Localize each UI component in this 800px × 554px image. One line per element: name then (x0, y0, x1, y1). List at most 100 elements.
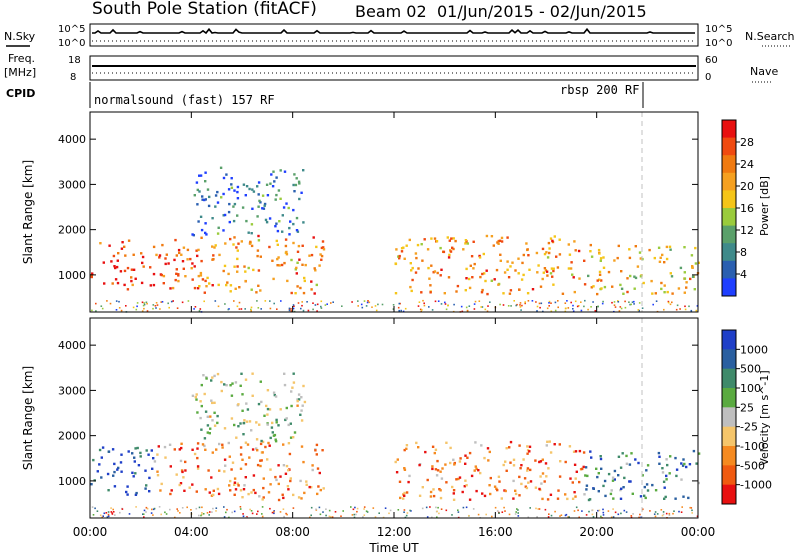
data-cell (200, 514, 202, 517)
data-cell (230, 468, 233, 471)
data-cell (237, 242, 240, 245)
data-cell (242, 183, 246, 186)
data-cell (558, 253, 562, 256)
data-cell (300, 497, 303, 500)
data-cell (584, 466, 588, 469)
data-cell (134, 447, 137, 450)
data-cell (536, 310, 538, 312)
data-cell (205, 377, 208, 380)
data-cell (535, 251, 539, 255)
colorbar-tick-label: -25 (740, 421, 758, 434)
data-cell (201, 195, 204, 198)
data-cell (501, 511, 504, 513)
data-cell (599, 257, 603, 260)
data-cell (406, 512, 409, 514)
data-cell (245, 402, 248, 405)
data-cell (113, 470, 116, 474)
data-cell (624, 300, 626, 303)
data-cell (211, 245, 214, 248)
data-cell (675, 468, 679, 471)
data-cell (274, 440, 278, 443)
data-cell (245, 516, 248, 519)
data-cell (107, 450, 111, 453)
data-cell (402, 493, 405, 496)
data-cell (302, 384, 305, 388)
data-cell (211, 511, 213, 513)
data-cell (377, 303, 379, 306)
data-cell (106, 300, 108, 302)
data-cell (558, 475, 562, 478)
data-cell (303, 491, 306, 495)
data-cell (287, 423, 290, 427)
data-cell (223, 213, 227, 217)
data-cell (300, 409, 303, 412)
data-cell (152, 514, 154, 516)
data-cell (315, 453, 318, 456)
data-cell (242, 421, 246, 425)
data-cell (299, 286, 302, 290)
data-cell (571, 273, 574, 276)
data-cell (204, 410, 208, 413)
data-cell (188, 486, 191, 489)
data-cell (250, 429, 253, 432)
data-cell (526, 292, 530, 295)
data-cell (527, 254, 530, 257)
data-cell (271, 185, 275, 188)
colorbar-segment (722, 208, 736, 227)
data-cell (244, 476, 247, 479)
data-cell (218, 442, 221, 446)
data-cell (485, 234, 489, 238)
data-cell (691, 512, 693, 514)
data-cell (481, 492, 484, 495)
colorbar-tick-label: 4 (740, 268, 747, 281)
data-cell (641, 474, 644, 477)
data-cell (473, 262, 476, 266)
data-cell (505, 447, 508, 450)
data-cell (417, 267, 420, 270)
data-cell (481, 288, 484, 292)
data-cell (196, 456, 199, 460)
data-cell (520, 464, 523, 467)
data-cell (577, 249, 581, 253)
data-cell (229, 384, 232, 387)
data-cell (318, 506, 321, 509)
data-cell (535, 301, 537, 303)
data-cell (273, 433, 277, 437)
data-cell (478, 300, 481, 302)
data-cell (453, 461, 456, 465)
data-cell (261, 513, 263, 515)
data-cell (452, 498, 456, 501)
data-cell (665, 474, 668, 478)
data-cell (503, 506, 505, 509)
data-cell (420, 243, 423, 246)
data-cell (554, 309, 557, 312)
data-cell (572, 304, 574, 307)
data-cell (225, 173, 228, 176)
data-cell (134, 277, 137, 280)
data-cell (485, 513, 487, 516)
data-cell (523, 477, 527, 480)
data-cell (204, 488, 207, 491)
data-cell (242, 515, 245, 518)
data-cell (573, 290, 576, 294)
data-cell (657, 246, 661, 249)
data-cell (258, 495, 261, 498)
data-cell (146, 507, 149, 510)
data-cell (320, 305, 322, 308)
data-cell (617, 474, 620, 477)
data-cell (671, 292, 674, 295)
data-cell (352, 508, 355, 511)
nsky-label: N.Sky (4, 30, 36, 43)
data-cell (549, 237, 553, 240)
data-cell (213, 424, 217, 427)
data-cell (449, 461, 452, 465)
data-cell (260, 308, 262, 310)
data-cell (623, 476, 626, 480)
data-cell (520, 309, 522, 311)
data-cell (508, 513, 511, 516)
data-cell (276, 229, 280, 233)
data-cell (646, 489, 650, 492)
freq-tick-bottom: 8 (70, 72, 76, 83)
data-cell (529, 507, 531, 509)
data-cell (572, 310, 575, 312)
